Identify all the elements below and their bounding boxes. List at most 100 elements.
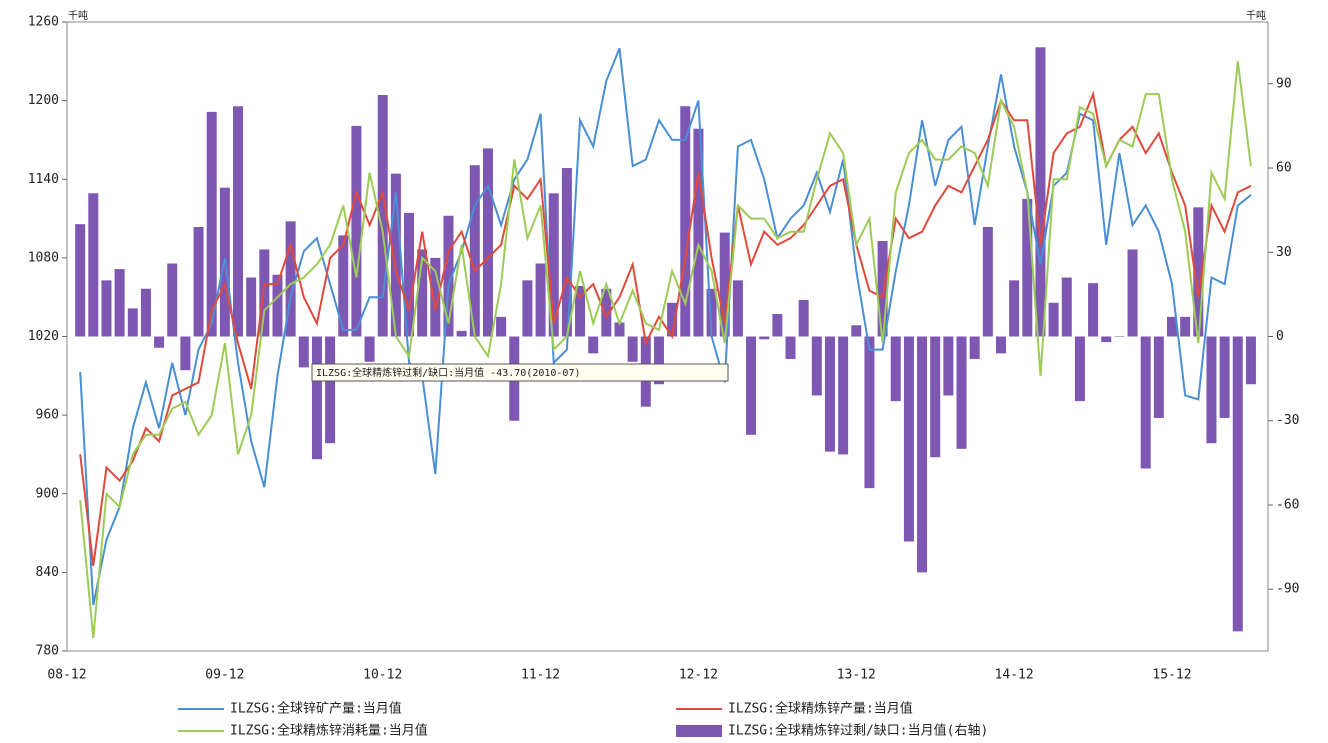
bar [864,336,875,489]
x-tick-label: 12-12 [679,668,718,683]
bar [956,336,967,449]
bar [995,336,1006,354]
legend-label: ILZSG:全球精炼锌产量:当月值 [728,701,913,717]
bar [1088,283,1099,337]
y2-tick-label: -90 [1276,582,1299,597]
bar [838,336,849,455]
x-tick-label: 08-12 [47,668,86,683]
bar [1114,336,1125,337]
annotation-frame [311,363,729,382]
bar [1035,47,1046,337]
bar [522,280,533,337]
bar [719,232,730,337]
legend-label: ILZSG:全球精炼锌消耗量:当月值 [230,723,428,739]
y-tick-label: 1200 [28,93,59,108]
bar [1206,336,1217,444]
x-tick-label: 15-12 [1152,668,1191,683]
bar [982,226,993,337]
annotation: ILZSG:全球精炼锌过剩/缺口:当月值 -43.70(2010-07) [316,366,581,379]
bar [351,125,362,337]
y-tick-label: 1020 [28,329,59,344]
bar [285,221,296,337]
bar [1048,302,1059,337]
bar [1061,277,1072,337]
bar [706,288,717,337]
bar [732,280,743,337]
bar [311,336,322,460]
bar [1153,336,1164,418]
annotation-box: ILZSG:全球精炼锌过剩/缺口:当月值 -43.70(2010-07) [311,363,729,382]
bar [1219,336,1230,418]
y2-tick-label: 90 [1276,76,1292,91]
bar [259,249,270,337]
bar [903,336,914,542]
bar [140,288,151,337]
bar [772,314,783,337]
bar [798,299,809,337]
bar [101,280,112,337]
bar [693,128,704,337]
bar [1009,280,1020,337]
bar [535,263,546,337]
bar [759,336,770,340]
y-tick-label: 780 [36,644,59,659]
x-tick-label: 14-12 [995,668,1034,683]
bar [1127,249,1138,337]
y-tick-label: 840 [36,565,59,580]
bar [824,336,835,452]
bar [469,165,480,337]
bar [127,308,138,337]
bar [588,336,599,354]
bar [667,302,678,337]
y-tick-label: 1080 [28,250,59,265]
bar [680,106,691,337]
bar [1232,336,1243,632]
bar [456,330,467,337]
bar [653,336,664,385]
bar [785,336,796,359]
bar [272,274,283,337]
bar [377,95,388,337]
bar [154,336,165,348]
bar [890,336,901,402]
bar [575,285,586,337]
bar [561,168,572,337]
line [79,47,1252,606]
bar [851,325,862,337]
bar [614,322,625,337]
bar [1101,336,1112,343]
legend: ILZSG:全球锌矿产量:当月值 ILZSG:全球精炼锌产量:当月值 ILZSG:全… [178,701,988,739]
bar [233,106,244,337]
x-tick-label: 11-12 [521,668,560,683]
bar [496,316,507,337]
bar [298,336,309,368]
y2-tick-label: -60 [1276,497,1299,512]
legend-label: ILZSG:全球锌矿产量:当月值 [230,701,402,717]
left-unit: 千吨 [68,9,88,22]
bar [193,226,204,337]
bar [930,336,941,458]
bar [325,336,336,444]
bar [430,257,441,337]
bar [443,215,454,337]
bar [1167,316,1177,337]
y-tick-label: 900 [36,486,59,501]
y-tick-label: 960 [36,408,59,423]
bar [364,336,375,362]
bar [1193,207,1204,337]
bar [969,336,980,359]
y-tick-label: 1260 [28,15,59,30]
bar [417,249,428,337]
bar [811,336,822,396]
bar [548,193,559,337]
bar [601,288,612,337]
bar [404,212,415,337]
line [79,90,1252,566]
y2-tick-label: -30 [1276,413,1299,428]
bar [746,336,757,435]
x-tick-label: 09-12 [205,668,244,683]
bar [246,277,257,337]
bar [167,263,178,337]
bar [917,336,928,573]
bar [1140,336,1151,469]
